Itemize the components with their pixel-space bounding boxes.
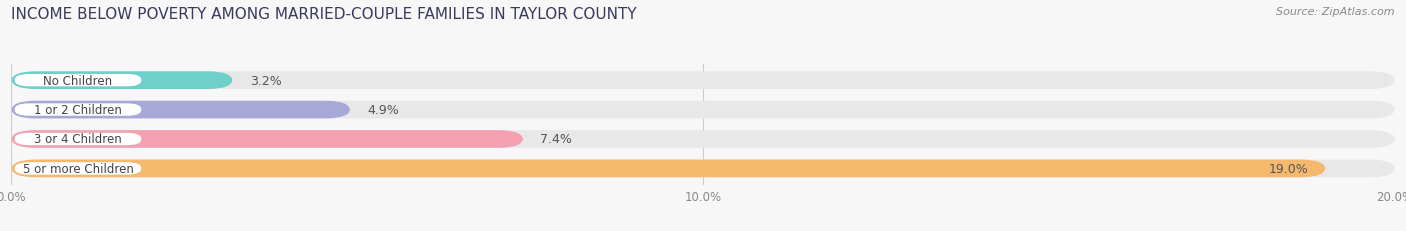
FancyBboxPatch shape bbox=[11, 131, 523, 148]
FancyBboxPatch shape bbox=[11, 101, 350, 119]
Text: 5 or more Children: 5 or more Children bbox=[22, 162, 134, 175]
FancyBboxPatch shape bbox=[14, 74, 142, 88]
Text: 19.0%: 19.0% bbox=[1268, 162, 1309, 175]
Text: 7.4%: 7.4% bbox=[540, 133, 572, 146]
FancyBboxPatch shape bbox=[11, 131, 1395, 148]
FancyBboxPatch shape bbox=[14, 103, 142, 117]
Text: 3 or 4 Children: 3 or 4 Children bbox=[34, 133, 122, 146]
FancyBboxPatch shape bbox=[11, 72, 232, 90]
Text: 1 or 2 Children: 1 or 2 Children bbox=[34, 104, 122, 117]
Text: Source: ZipAtlas.com: Source: ZipAtlas.com bbox=[1277, 7, 1395, 17]
FancyBboxPatch shape bbox=[11, 160, 1395, 177]
FancyBboxPatch shape bbox=[11, 101, 1395, 119]
Text: 4.9%: 4.9% bbox=[367, 104, 399, 117]
Text: 3.2%: 3.2% bbox=[250, 74, 281, 87]
Text: No Children: No Children bbox=[44, 74, 112, 87]
FancyBboxPatch shape bbox=[14, 162, 142, 176]
FancyBboxPatch shape bbox=[11, 72, 1395, 90]
Text: INCOME BELOW POVERTY AMONG MARRIED-COUPLE FAMILIES IN TAYLOR COUNTY: INCOME BELOW POVERTY AMONG MARRIED-COUPL… bbox=[11, 7, 637, 22]
FancyBboxPatch shape bbox=[11, 160, 1326, 177]
FancyBboxPatch shape bbox=[14, 133, 142, 146]
